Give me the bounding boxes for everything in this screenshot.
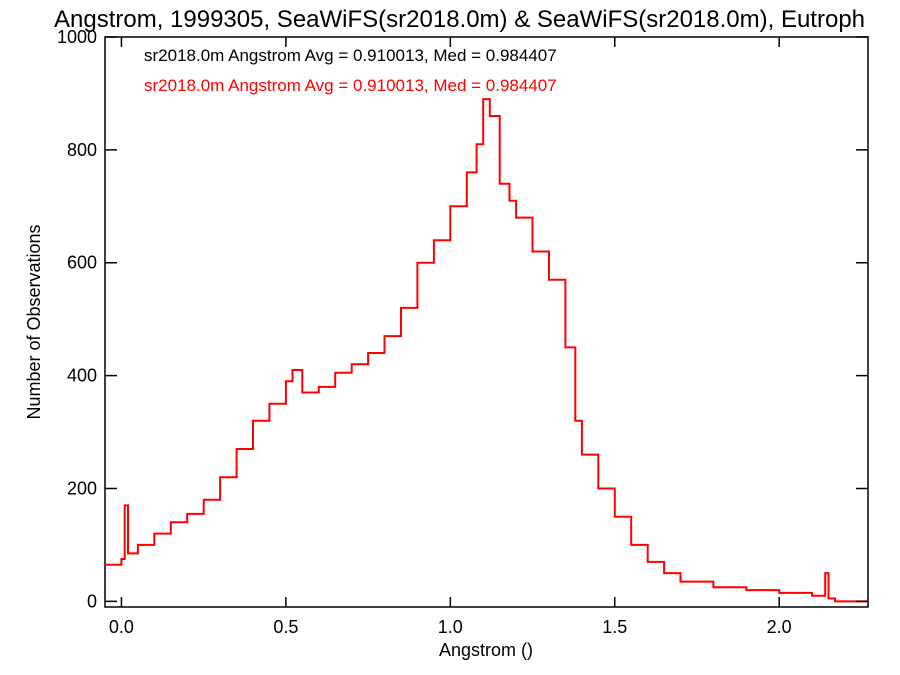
chart-title: Angstrom, 1999305, SeaWiFS(sr2018.0m) & … — [54, 6, 865, 33]
y-tick-label: 0 — [87, 591, 97, 611]
y-tick-label: 600 — [67, 253, 97, 273]
histogram-series-line — [105, 98, 868, 603]
legend-entry-black: sr2018.0m Angstrom Avg = 0.910013, Med =… — [144, 46, 557, 65]
x-tick-label: 1.0 — [438, 617, 463, 637]
y-axis-label: Number of Observations — [24, 224, 44, 419]
x-tick-label: 0.5 — [273, 617, 298, 637]
y-tick-label: 800 — [67, 140, 97, 160]
legend-entry-red: sr2018.0m Angstrom Avg = 0.910013, Med =… — [144, 76, 557, 95]
y-tick-label: 200 — [67, 478, 97, 498]
y-tick-label: 1000 — [57, 27, 97, 47]
plot-area — [104, 36, 869, 608]
plot-frame — [104, 36, 869, 608]
x-tick-label: 1.5 — [602, 617, 627, 637]
y-axis-ticks: 0 200 400 600 800 1000 — [57, 27, 868, 611]
x-axis-ticks: 0.0 0.5 1.0 1.5 2.0 — [109, 37, 792, 637]
x-tick-label: 0.0 — [109, 617, 134, 637]
x-tick-label: 2.0 — [767, 617, 792, 637]
x-axis-label: Angstrom () — [439, 640, 533, 660]
y-tick-label: 400 — [67, 366, 97, 386]
